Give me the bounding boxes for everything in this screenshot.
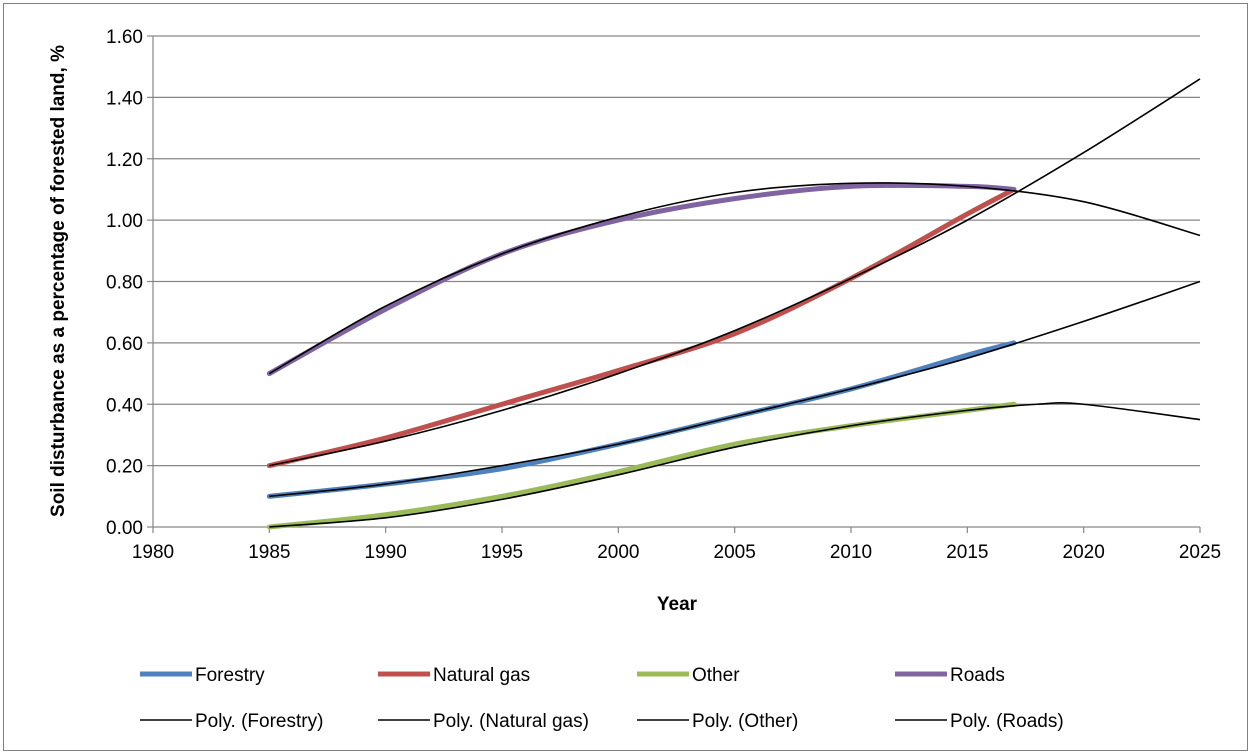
trendline [269, 402, 1201, 528]
chart-area [3, 3, 1248, 751]
y-axis-title: Soil disturbance as a percentage of fore… [48, 45, 69, 517]
y-tick-label: 1.00 [106, 211, 143, 232]
x-tick-label: 2005 [714, 542, 756, 563]
x-tick-label: 1995 [481, 542, 523, 563]
legend-label: Poly. (Roads) [950, 711, 1064, 732]
x-tick-label: 2020 [1063, 542, 1105, 563]
y-tick-label: 0.80 [106, 273, 143, 294]
gridlines [153, 35, 1200, 467]
legend-label: Forestry [195, 665, 265, 686]
trendline [269, 280, 1201, 498]
x-tick-label: 2015 [946, 542, 988, 563]
legend-label: Poly. (Natural gas) [433, 711, 589, 732]
trendline [268, 182, 1201, 375]
y-tick-label: 0.40 [106, 395, 143, 416]
x-tick-label: 2000 [597, 542, 639, 563]
legend-label: Poly. (Forestry) [195, 711, 323, 732]
x-tick-label: 1990 [365, 542, 407, 563]
x-tick-label: 2010 [830, 542, 872, 563]
legend-label: Poly. (Other) [692, 711, 798, 732]
legend-label: Natural gas [433, 665, 530, 686]
legend-label: Other [692, 665, 740, 686]
trendline [269, 78, 1201, 467]
x-tick-label: 2025 [1179, 542, 1221, 563]
y-tick-label: 1.40 [106, 88, 143, 109]
legend-label: Roads [950, 665, 1005, 686]
y-tick-label: 0.60 [106, 334, 143, 355]
y-tick-label: 1.60 [106, 27, 143, 48]
y-tick-label: 0.20 [106, 457, 143, 478]
y-tick-label: 1.20 [106, 150, 143, 171]
trendlines [268, 78, 1201, 528]
series-line-natural-gas [266, 186, 1017, 469]
y-tick-label: 0.00 [106, 518, 143, 539]
legend: Forestry Natural gas Other Roads Poly. (Fore… [140, 665, 1064, 732]
x-tick-label: 1985 [248, 542, 290, 563]
x-tick-label: 1980 [132, 542, 174, 563]
series-lines [266, 182, 1017, 530]
tick-labels: 0.00 0.20 0.40 0.60 0.80 1.00 1.20 1.40 1.60 1980… [106, 27, 1221, 563]
series-line-roads [266, 182, 1017, 377]
x-axis-title: Year [657, 594, 698, 615]
